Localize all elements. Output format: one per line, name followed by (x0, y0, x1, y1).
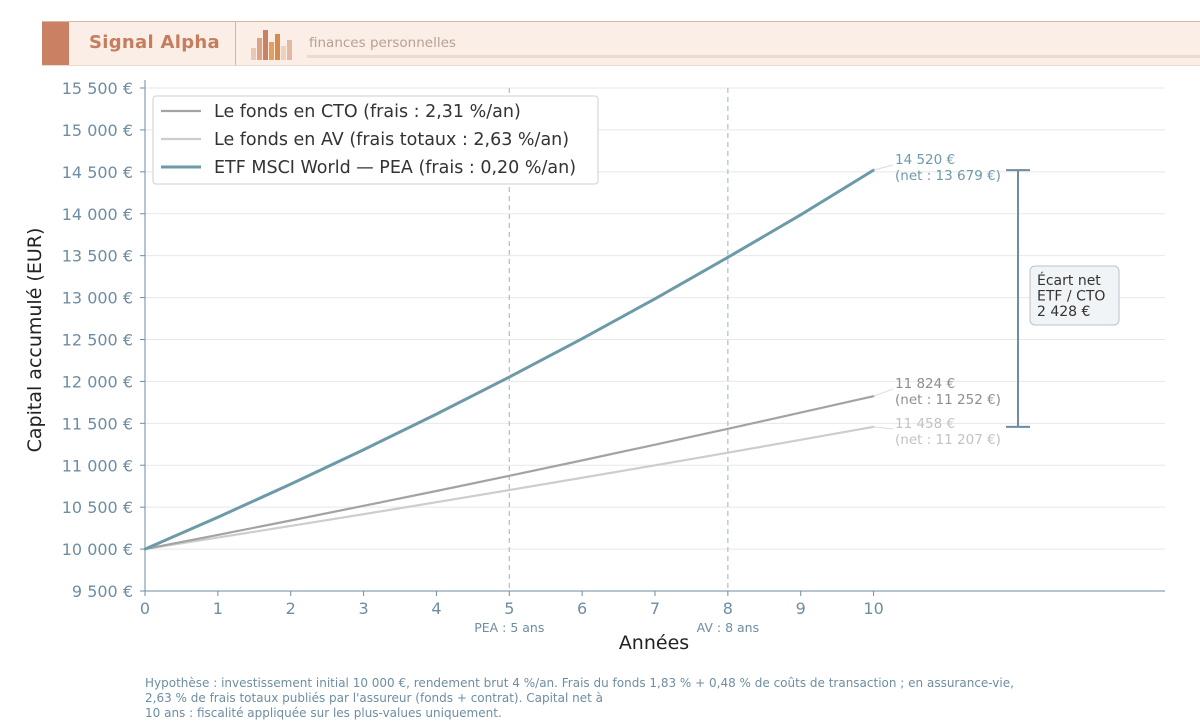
end-value-label: (net : 13 679 €) (895, 168, 1001, 184)
x-tick-label: 9 (796, 599, 806, 618)
footnote-line: 10 ans : fiscalité appliquée sur les plu… (145, 706, 502, 720)
x-tick-label: 4 (431, 599, 441, 618)
tagline: finances personnelles (309, 35, 456, 51)
x-tick-label: 6 (577, 599, 587, 618)
y-tick-label: 14 500 € (62, 163, 133, 182)
x-tick-label: 7 (650, 599, 660, 618)
y-tick-label: 15 500 € (62, 79, 133, 98)
x-tick-label: 5 (504, 599, 514, 618)
end-value-label: 14 520 € (895, 152, 955, 168)
x-tick-label: 3 (358, 599, 368, 618)
y-tick-label: 10 500 € (62, 498, 133, 517)
series-line (143, 168, 876, 551)
y-tick-label: 12 000 € (62, 372, 133, 391)
city-bars-logo-icon (251, 30, 292, 60)
y-tick-label: 11 500 € (62, 414, 133, 433)
end-value-label: 11 824 € (895, 376, 955, 392)
y-tick-label: 12 500 € (62, 331, 133, 350)
x-tick-label: 0 (140, 599, 150, 618)
end-labels: 11 824 €(net : 11 252 €)11 458 €(net : 1… (873, 152, 1001, 448)
banner-separator (235, 22, 236, 65)
y-tick-label: 14 000 € (62, 205, 133, 224)
x-tick-label: 1 (213, 599, 223, 618)
gap-text: 2 428 € (1037, 304, 1090, 320)
footnote-line: Hypothèse : investissement initial 10 00… (145, 676, 1014, 690)
end-label-leader (873, 164, 894, 171)
footnote: Hypothèse : investissement initial 10 00… (145, 676, 1045, 721)
y-tick-label: 10 000 € (62, 540, 133, 559)
x-tick-label: 10 (863, 599, 883, 618)
y-tick-label: 13 500 € (62, 247, 133, 266)
end-value-label: (net : 11 252 €) (895, 392, 1001, 408)
gap-text: Écart net (1037, 272, 1101, 289)
end-label-leader (873, 426, 894, 430)
legend-label: Le fonds en AV (frais totaux : 2,63 %/an… (214, 130, 569, 150)
y-tick-labels: 9 500 € 10 000 € 10 500 € 11 000 € 11 500 € 1… (62, 79, 145, 601)
end-value-label: (net : 11 207 €) (895, 432, 1001, 448)
footnote-line: 2,63 % de frais totaux publiés par l'ass… (145, 691, 603, 705)
y-tick-label: 11 000 € (62, 456, 133, 475)
end-label-leader (873, 388, 894, 397)
legend-label: ETF MSCI World — PEA (frais : 0,20 %/an) (214, 158, 576, 178)
gap-box (1029, 265, 1120, 326)
series-line (143, 395, 875, 551)
legend-label: Le fonds en CTO (frais : 2,31 %/an) (214, 102, 521, 122)
y-tick-label: 15 000 € (62, 121, 133, 140)
series-lines (143, 168, 876, 551)
y-tick-label: 13 000 € (62, 289, 133, 308)
brand-name[interactable]: Signal Alpha (89, 32, 220, 53)
tagline-rule (307, 55, 1200, 58)
x-tick-label: 8 (723, 599, 733, 618)
site-banner: Signal Alpha finances personnelles (42, 21, 1200, 66)
brand-color-block (42, 22, 69, 65)
vertical-line-label: PEA : 5 ans (474, 620, 544, 635)
end-value-label: 11 458 € (895, 416, 955, 432)
x-tick-label: 2 (286, 599, 296, 618)
legend-box (152, 95, 599, 185)
grid-lines (145, 87, 1165, 550)
y-axis-label: Capital accumulé (EUR) (24, 228, 46, 453)
x-tick-labels: 0 1 2 3 4 5 6 7 8 9 10 (140, 591, 884, 618)
x-axis-label: Années (619, 632, 689, 654)
vertical-line-label: AV : 8 ans (697, 620, 759, 635)
gap-text: ETF / CTO (1037, 289, 1105, 305)
series-line (143, 425, 875, 551)
legend: Le fonds en CTO (frais : 2,31 %/an) Le fo… (152, 95, 599, 185)
y-tick-label: 9 500 € (72, 582, 133, 601)
